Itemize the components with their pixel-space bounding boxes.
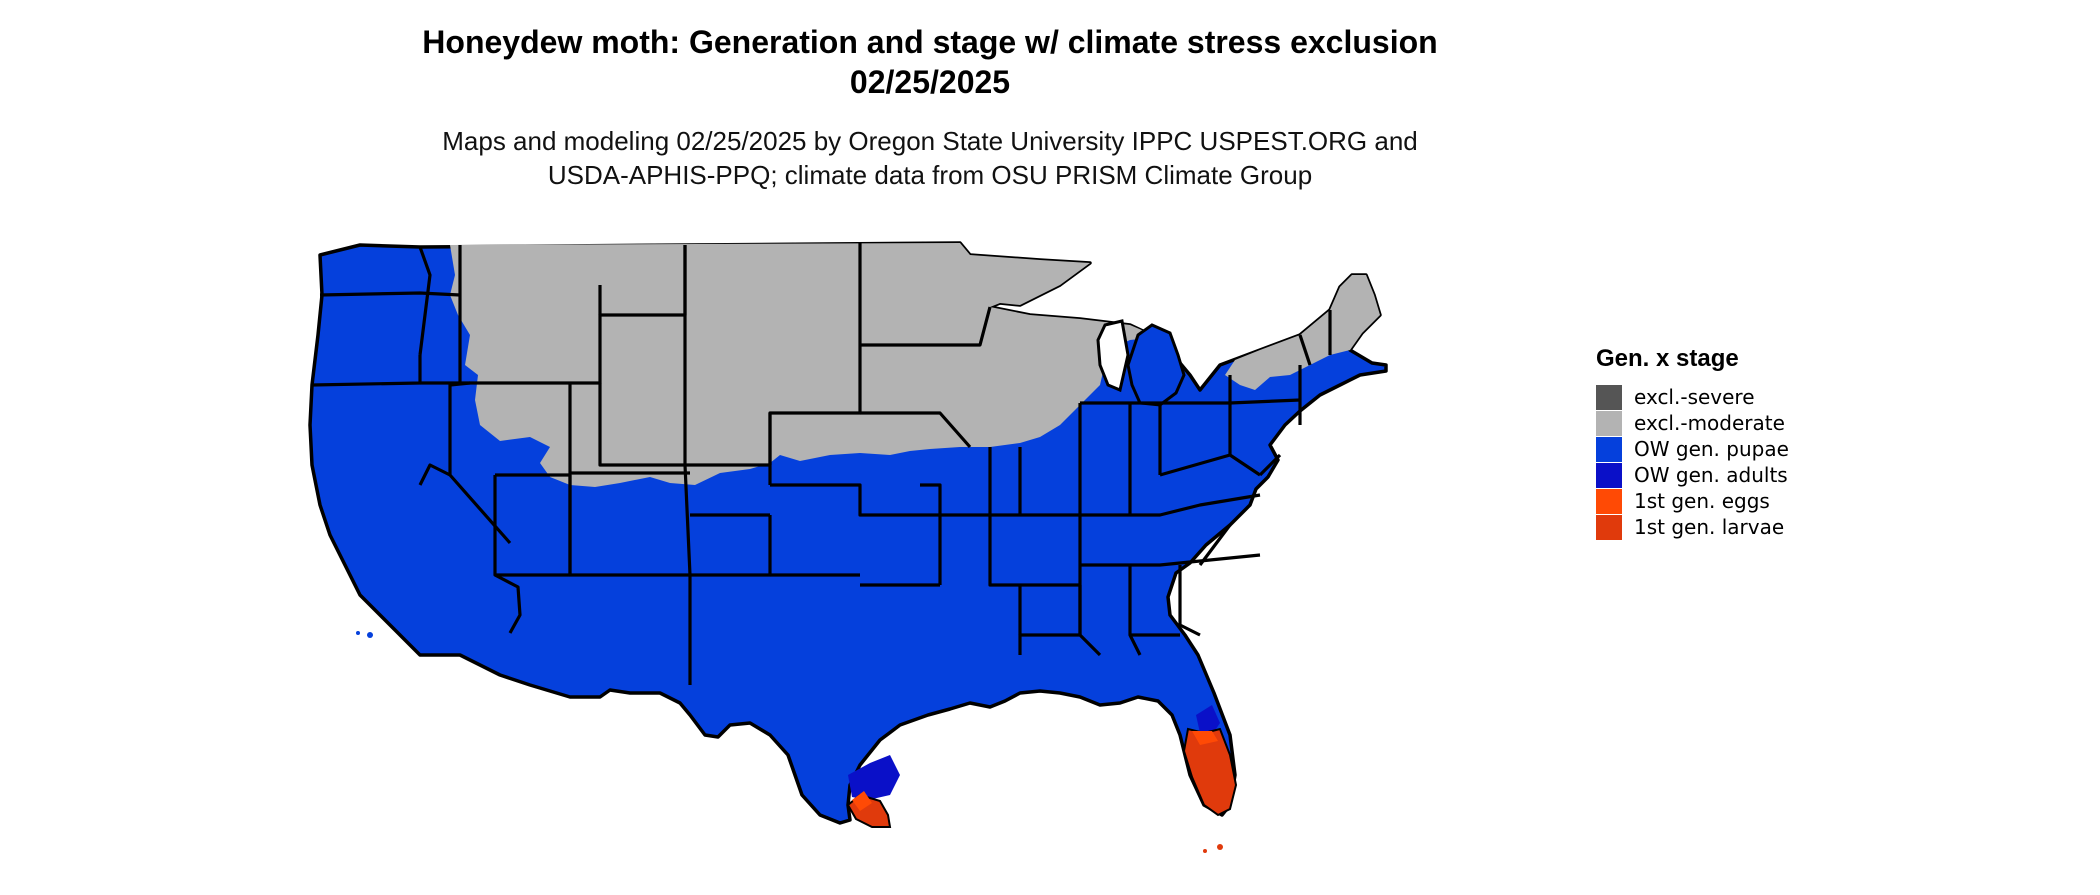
legend-swatch: [1596, 436, 1622, 462]
legend-label: OW gen. pupae: [1634, 437, 1789, 461]
title-line-1: Honeydew moth: Generation and stage w/ c…: [422, 24, 1438, 60]
legend-item: 1st gen. eggs: [1596, 488, 1789, 514]
legend-label: 1st gen. eggs: [1634, 489, 1770, 513]
island-speck: [1217, 844, 1223, 850]
legend-item: 1st gen. larvae: [1596, 514, 1789, 540]
legend-swatch: [1596, 488, 1622, 514]
legend-label: excl.-severe: [1634, 385, 1755, 409]
legend-swatch: [1596, 514, 1622, 540]
title-line-2: 02/25/2025: [849, 64, 1011, 100]
legend-item: OW gen. adults: [1596, 462, 1789, 488]
legend-item: excl.-severe: [1596, 384, 1789, 410]
ow-adults-florida: [1196, 705, 1220, 735]
exclusion-moderate-northeast: [1225, 275, 1380, 390]
subtitle-line-1: Maps and modeling 02/25/2025 by Oregon S…: [442, 126, 1418, 156]
legend-label: excl.-moderate: [1634, 411, 1785, 435]
map-title: Honeydew moth: Generation and stage w/ c…: [240, 22, 1620, 102]
lake-michigan: [1096, 319, 1130, 393]
legend-swatch: [1596, 462, 1622, 488]
first-gen-larvae-florida: [1182, 727, 1238, 817]
island-speck: [1203, 849, 1207, 853]
first-gen-eggs-florida: [1192, 731, 1218, 745]
island-speck: [367, 632, 373, 638]
island-speck: [356, 631, 360, 635]
exclusion-moderate-west: [450, 243, 1158, 487]
legend-swatch: [1596, 384, 1622, 410]
legend-item: excl.-moderate: [1596, 410, 1789, 436]
ow-adults-texas: [848, 755, 900, 800]
legend-label: OW gen. adults: [1634, 463, 1788, 487]
michigan-lower: [1126, 323, 1186, 407]
legend-swatch: [1596, 410, 1622, 436]
state-borders: [311, 243, 1332, 685]
legend-item: OW gen. pupae: [1596, 436, 1789, 462]
first-gen-eggs-texas: [852, 791, 872, 811]
legend-label: 1st gen. larvae: [1634, 515, 1785, 539]
legend-title: Gen. x stage: [1596, 345, 1739, 372]
us-map: [308, 241, 1388, 853]
map-subtitle: Maps and modeling 02/25/2025 by Oregon S…: [240, 124, 1620, 192]
subtitle-line-2: USDA-APHIS-PPQ; climate data from OSU PR…: [547, 160, 1313, 190]
legend: Gen. x stage excl.-severe excl.-moderate…: [1596, 344, 1789, 540]
